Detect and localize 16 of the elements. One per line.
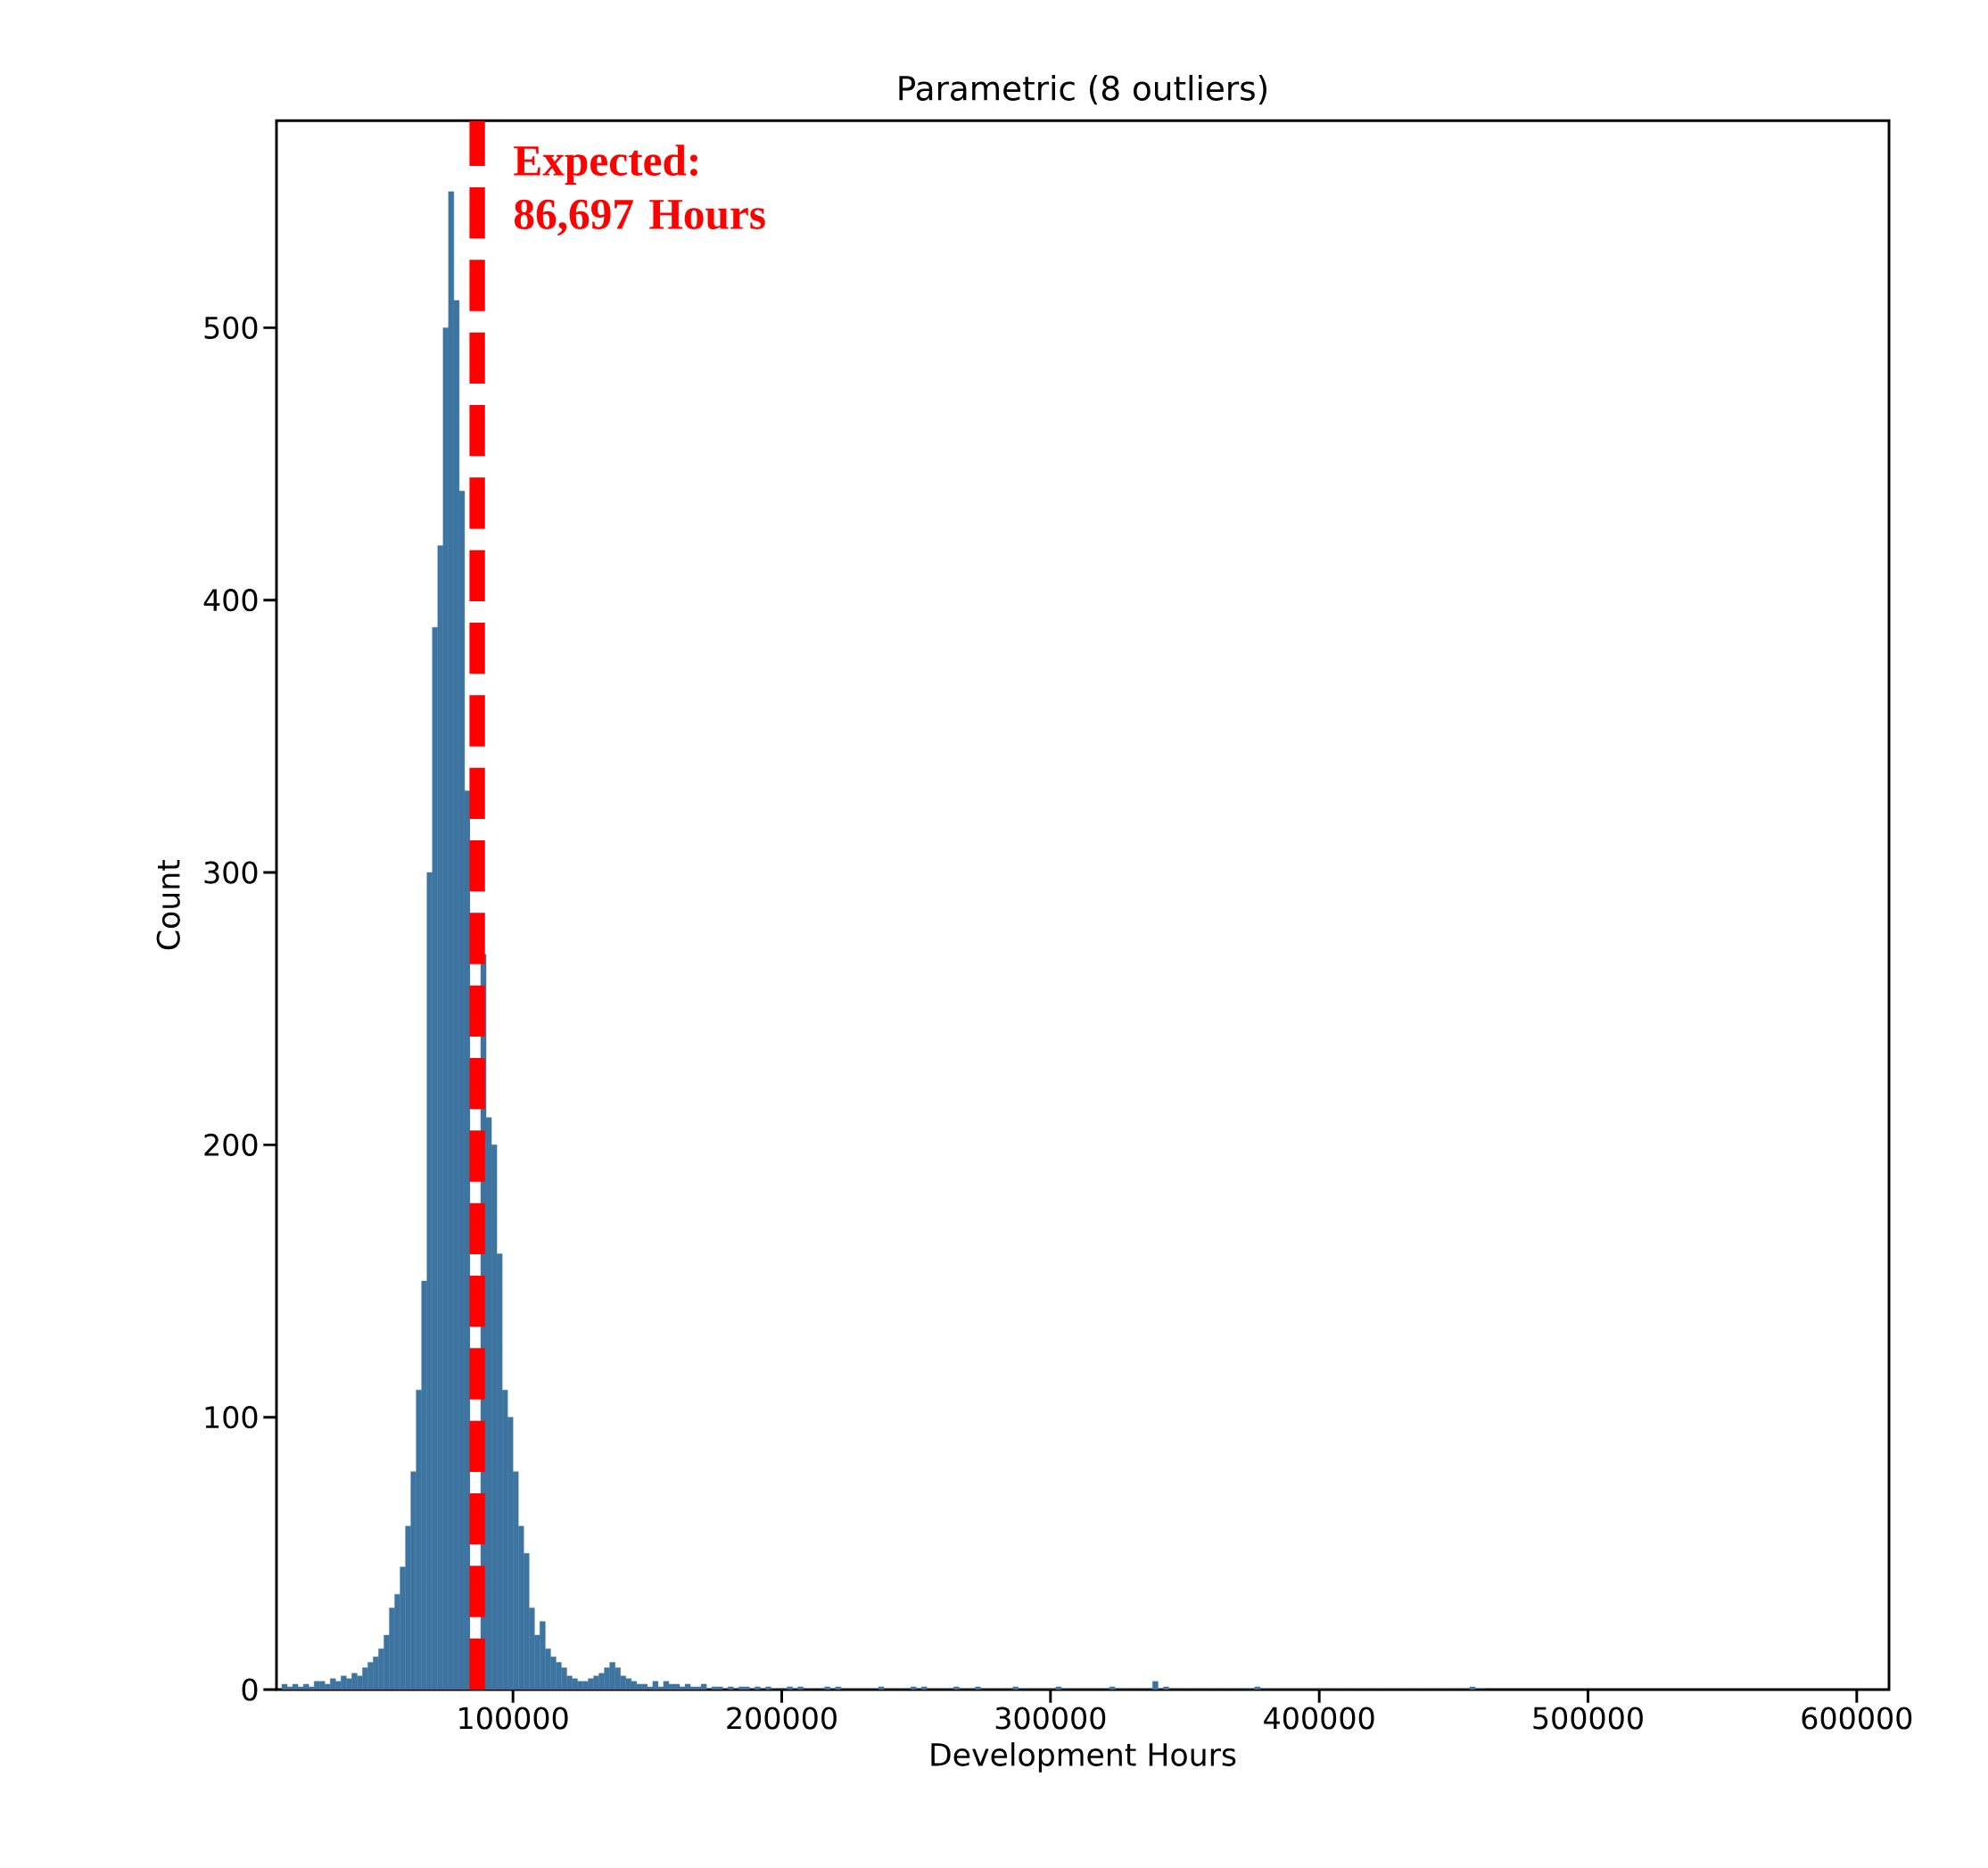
y-tick-label: 500 [204, 316, 258, 339]
chart-title: Parametric (8 outliers) [899, 75, 1266, 105]
y-axis-title: Count [156, 860, 180, 950]
x-tick-label: 500000 [1533, 1707, 1643, 1730]
y-tick-label: 200 [204, 1133, 258, 1156]
x-tick-label: 600000 [1802, 1707, 1912, 1730]
y-tick-label: 0 [242, 1678, 258, 1701]
x-tick-label: 100000 [459, 1707, 568, 1730]
y-tick-label: 300 [204, 861, 258, 884]
y-tick-label: 100 [205, 1406, 258, 1429]
x-tick-label: 200000 [727, 1707, 837, 1730]
x-axis-title: Development Hours [931, 1742, 1236, 1773]
y-tick-label: 400 [203, 589, 258, 612]
ref-line-label: Expected: 86,697 Hours [514, 145, 765, 236]
x-tick-label: 300000 [995, 1707, 1106, 1730]
x-tick-label: 400000 [1264, 1707, 1374, 1730]
